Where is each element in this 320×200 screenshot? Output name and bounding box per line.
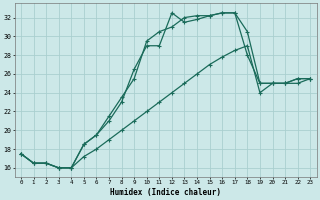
X-axis label: Humidex (Indice chaleur): Humidex (Indice chaleur) (110, 188, 221, 197)
